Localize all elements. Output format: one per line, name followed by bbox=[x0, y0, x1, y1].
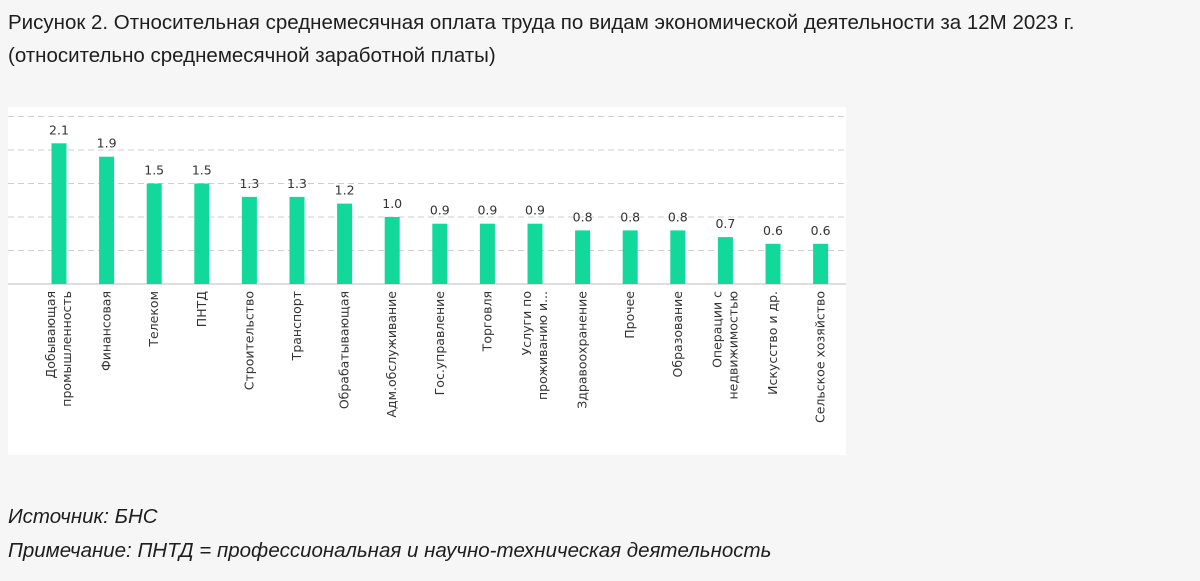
value-label: 1.5 bbox=[144, 163, 164, 178]
value-label: 1.3 bbox=[287, 176, 307, 191]
value-label: 0.9 bbox=[477, 203, 497, 218]
category-label: Здравоохранение bbox=[575, 291, 590, 409]
footnote: Примечание: ПНТД = профессиональная и на… bbox=[8, 539, 772, 562]
category-label-line: Сельское хозяйство bbox=[813, 291, 828, 423]
value-label: 1.2 bbox=[335, 183, 355, 198]
bar bbox=[717, 237, 733, 284]
bar bbox=[146, 183, 162, 284]
value-label: 0.6 bbox=[763, 223, 783, 238]
category-label-line: Здравоохранение bbox=[575, 291, 590, 409]
category-label: Сельское хозяйство bbox=[813, 291, 828, 423]
category-label-line: Образование bbox=[670, 291, 685, 378]
category-label: Торговля bbox=[479, 291, 494, 352]
category-label-line: Прочее bbox=[622, 291, 637, 339]
value-label: 1.9 bbox=[97, 136, 117, 151]
bar bbox=[337, 203, 353, 284]
category-label: Прочее bbox=[622, 291, 637, 339]
category-label: Услуги попроживанию и... bbox=[519, 291, 550, 400]
bar bbox=[51, 143, 67, 284]
bar bbox=[432, 223, 448, 284]
category-label: Строительство bbox=[241, 291, 256, 390]
category-label-line: Торговля bbox=[479, 291, 494, 352]
category-label: ПНТД bbox=[194, 291, 209, 327]
category-label: Телеком bbox=[146, 291, 161, 348]
bar bbox=[575, 230, 591, 284]
value-label: 1.5 bbox=[192, 163, 212, 178]
value-label: 0.6 bbox=[811, 223, 831, 238]
category-label-line: Гос.управление bbox=[432, 291, 447, 396]
value-label: 2.1 bbox=[49, 122, 69, 137]
category-label: Обрабатывающая bbox=[337, 291, 352, 409]
value-label: 0.7 bbox=[715, 216, 735, 231]
value-labels: 2.1 1.9 1.5 1.5 1.3 1.3 1.2 1.0 0.9 0.9 0.9 0.8 0.8 0… bbox=[49, 122, 831, 238]
bars bbox=[51, 143, 829, 284]
category-label: Гос.управление bbox=[432, 291, 447, 396]
bar bbox=[622, 230, 638, 284]
source-note: Источник: БНС bbox=[8, 505, 158, 528]
category-label-line: Обрабатывающая bbox=[337, 291, 352, 409]
bar bbox=[813, 243, 829, 284]
category-label-line: Операции с bbox=[709, 291, 724, 368]
value-label: 0.8 bbox=[620, 209, 640, 224]
category-label-line: промышленность bbox=[59, 291, 74, 407]
category-label: Образование bbox=[670, 291, 685, 378]
bar bbox=[670, 230, 686, 284]
category-label-line: Телеком bbox=[146, 291, 161, 348]
bar bbox=[289, 196, 305, 284]
category-label-line: недвижимостью bbox=[725, 291, 740, 400]
category-label: Добывающаяпромышленность bbox=[43, 291, 74, 407]
category-label-line: Услуги по bbox=[519, 291, 534, 355]
value-label: 0.9 bbox=[430, 203, 450, 218]
category-label-line: Искусство и др. bbox=[765, 291, 780, 395]
bar bbox=[765, 243, 781, 284]
value-label: 0.9 bbox=[525, 203, 545, 218]
chart-area: 2.1 1.9 1.5 1.5 1.3 1.3 1.2 1.0 0.9 0.9 0.9 0.8 0.8 0… bbox=[8, 107, 846, 455]
category-label-line: Транспорт bbox=[289, 291, 304, 361]
category-label: Транспорт bbox=[289, 291, 304, 361]
category-label: Финансовая bbox=[99, 291, 114, 371]
value-label: 0.8 bbox=[668, 209, 688, 224]
bar-chart: 2.1 1.9 1.5 1.5 1.3 1.3 1.2 1.0 0.9 0.9 0.9 0.8 0.8 0… bbox=[8, 116, 846, 423]
category-label-line: Строительство bbox=[241, 291, 256, 390]
category-label-line: Адм.обслуживание bbox=[384, 291, 399, 418]
bar bbox=[479, 223, 495, 284]
category-label-line: Финансовая bbox=[99, 291, 114, 371]
category-label: Операции снедвижимостью bbox=[709, 291, 740, 400]
bar bbox=[241, 196, 257, 284]
category-label-line: проживанию и... bbox=[535, 291, 550, 400]
value-label: 1.0 bbox=[382, 196, 402, 211]
category-label: Искусство и др. bbox=[765, 291, 780, 395]
category-label-line: ПНТД bbox=[194, 291, 209, 327]
bar bbox=[194, 183, 210, 284]
category-label: Адм.обслуживание bbox=[384, 291, 399, 418]
value-label: 0.8 bbox=[573, 209, 593, 224]
bar bbox=[527, 223, 543, 284]
value-label: 1.3 bbox=[239, 176, 259, 191]
bar bbox=[384, 217, 400, 284]
bar bbox=[99, 156, 115, 284]
category-label-line: Добывающая bbox=[43, 291, 58, 379]
figure-title: Рисунок 2. Относительная среднемесячная … bbox=[8, 11, 1075, 67]
category-labels: Добывающаяпромышленность Финансовая Телеко… bbox=[43, 291, 828, 423]
